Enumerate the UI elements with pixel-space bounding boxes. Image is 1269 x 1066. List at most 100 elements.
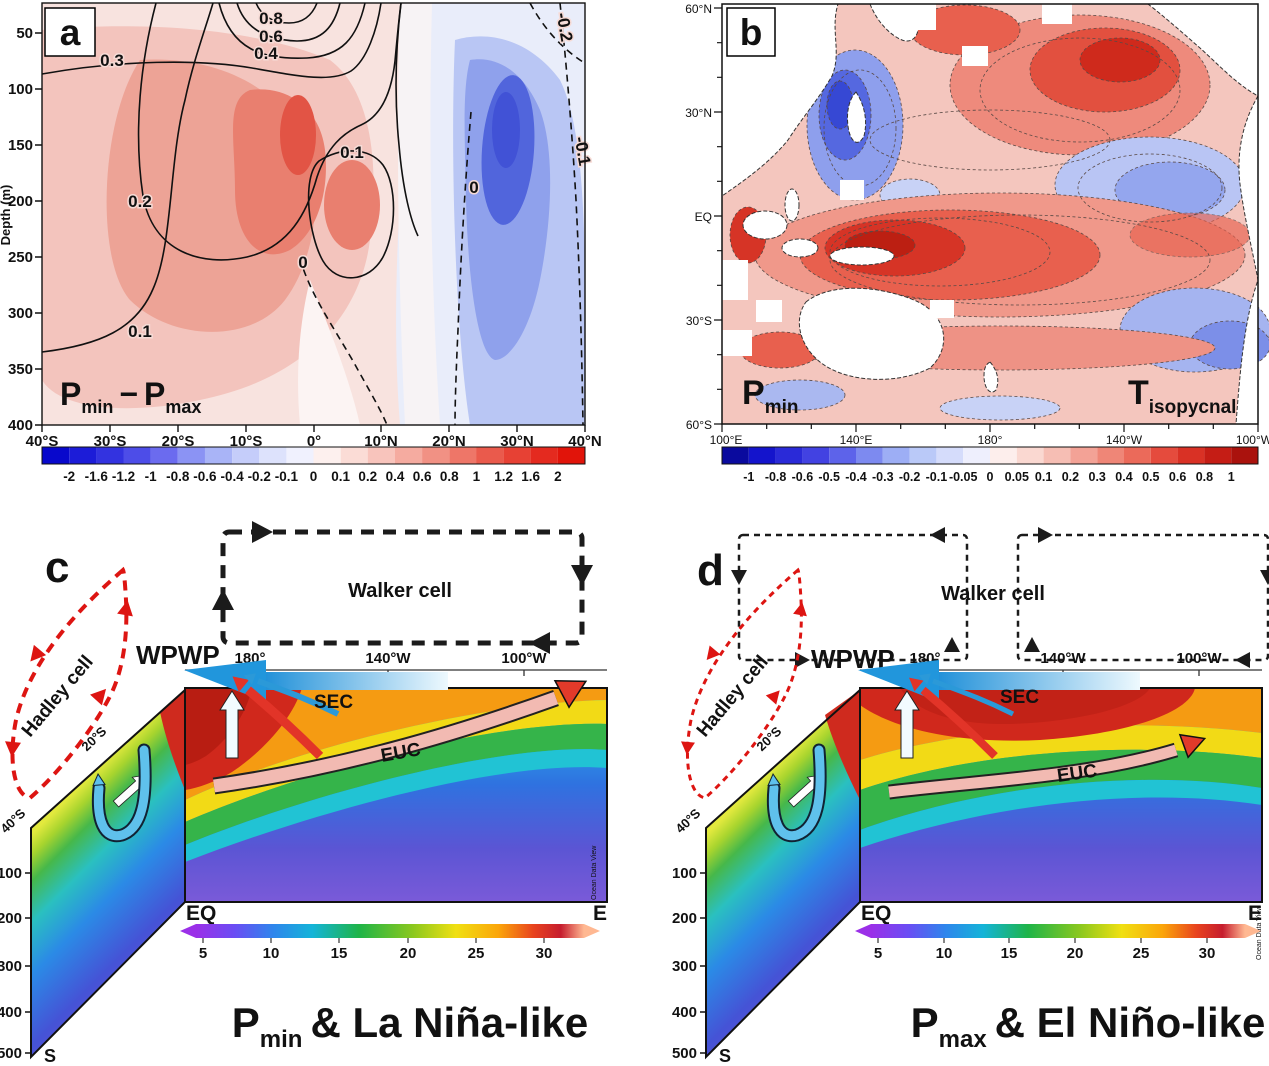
green-layer bbox=[185, 723, 607, 845]
arrowhead-up-icon bbox=[944, 637, 960, 652]
svg-text:100°W: 100°W bbox=[501, 650, 547, 667]
panel-b-x-ticklabels: 100°E 140°E 180° 140°W 100°W bbox=[710, 433, 1269, 447]
surface-current-arrow bbox=[858, 660, 1140, 702]
meridional-section bbox=[30, 687, 186, 1060]
svg-text:30°S: 30°S bbox=[94, 433, 127, 450]
odv-credit: Ocean Data View bbox=[591, 845, 598, 900]
svg-text:100: 100 bbox=[672, 865, 697, 882]
svg-text:0.4: 0.4 bbox=[1115, 470, 1132, 484]
contour-label: 0.6 bbox=[259, 27, 283, 46]
svg-text:0.05: 0.05 bbox=[1005, 470, 1029, 484]
svg-text:150: 150 bbox=[8, 137, 33, 154]
contour-label: 0.4 bbox=[254, 44, 278, 63]
panel-b-colorbar: -1 -0.8 -0.6 -0.5 -0.4 -0.3 -0.2 -0.1 -0… bbox=[721, 446, 1259, 484]
subduction-u-arrow bbox=[766, 743, 827, 843]
arrowhead-left-icon bbox=[1235, 652, 1250, 668]
svg-text:100: 100 bbox=[8, 81, 33, 98]
svg-text:100°W: 100°W bbox=[1176, 650, 1222, 667]
south-label: S bbox=[719, 1046, 731, 1066]
svg-text:b: b bbox=[740, 12, 763, 53]
arrowhead-right-icon bbox=[252, 521, 273, 543]
svg-text:400: 400 bbox=[8, 417, 33, 434]
arrowhead-down-icon bbox=[1260, 570, 1269, 585]
contour-line bbox=[307, 150, 395, 279]
panel-d-label: d bbox=[697, 546, 724, 595]
land-japan bbox=[847, 91, 867, 143]
surface-arrowhead-icon bbox=[184, 660, 266, 702]
svg-text:300: 300 bbox=[0, 958, 22, 975]
upwelling-blue-arrow bbox=[241, 669, 340, 717]
euc-arrowhead-icon bbox=[553, 679, 588, 709]
south-label: S bbox=[44, 1046, 56, 1066]
svg-text:100°E: 100°E bbox=[710, 433, 743, 447]
svg-text:-0.2: -0.2 bbox=[899, 470, 921, 484]
svg-text:-1: -1 bbox=[743, 470, 754, 484]
svg-text:200: 200 bbox=[672, 910, 697, 927]
svg-text:250: 250 bbox=[8, 249, 33, 266]
contour-line bbox=[218, 2, 366, 60]
contour-label: 0.1 bbox=[340, 143, 364, 162]
panel-a-contour-labels: 0.8 0.6 0.4 0.3 0.2 0.1 0.1 0 0 -0.1 -0.… bbox=[99, 8, 596, 343]
land-newzealand bbox=[983, 361, 999, 393]
warm-pool-wedge bbox=[160, 690, 185, 790]
panel-b-tisopycnal-label: Tisopycnal bbox=[1128, 374, 1236, 418]
walker-cell-west-loop bbox=[731, 527, 969, 668]
panel-a-x-ticklabels: 40°S 30°S 20°S 10°S 0° 10°N 20°N 30°N 40… bbox=[26, 433, 602, 450]
svg-text:500: 500 bbox=[672, 1045, 697, 1062]
svg-text:-0.3: -0.3 bbox=[872, 470, 894, 484]
warm-pool-wedge bbox=[825, 690, 860, 800]
panel-a-contours bbox=[41, 2, 584, 426]
arrowhead-upright-icon bbox=[765, 685, 785, 705]
svg-text:40°S: 40°S bbox=[26, 433, 59, 450]
svg-text:-0.2: -0.2 bbox=[248, 469, 271, 484]
equatorial-section bbox=[184, 687, 608, 903]
panel-b-y-ticklabels: 60°N 30°N EQ 30°S 60°S bbox=[685, 2, 712, 432]
svg-text:20°S: 20°S bbox=[162, 433, 195, 450]
svg-text:1.6: 1.6 bbox=[521, 469, 540, 484]
svg-text:300: 300 bbox=[672, 958, 697, 975]
contour-line-dashed bbox=[454, 111, 472, 426]
svg-text:180°: 180° bbox=[978, 433, 1003, 447]
contour-line bbox=[255, 2, 318, 24]
svg-text:10°N: 10°N bbox=[364, 433, 398, 450]
svg-text:40°S: 40°S bbox=[0, 805, 29, 836]
land-australia bbox=[798, 287, 945, 380]
panel-c: c Walker cell Hadley cell WPWP 180° 140°… bbox=[0, 521, 608, 1066]
orange-layer bbox=[185, 688, 607, 800]
svg-text:0.1: 0.1 bbox=[331, 469, 350, 484]
svg-text:-0.05: -0.05 bbox=[949, 470, 978, 484]
panel-a-label-box: a bbox=[44, 7, 96, 57]
contour-label: 0.1 bbox=[128, 322, 152, 341]
svg-text:140°E: 140°E bbox=[840, 433, 873, 447]
svg-text:5: 5 bbox=[199, 945, 207, 962]
meridional-section bbox=[705, 687, 861, 1060]
svg-text:0.1: 0.1 bbox=[1035, 470, 1052, 484]
land-newguinea bbox=[829, 246, 895, 266]
svg-text:100: 100 bbox=[0, 865, 22, 882]
hadley-cell-label: Hadley cell bbox=[693, 652, 773, 742]
svg-text:0°: 0° bbox=[307, 433, 321, 450]
panel-a-corner-label: Pmin − Pmax bbox=[60, 376, 201, 417]
walker-cell-loop: Walker cell bbox=[212, 521, 593, 654]
svg-text:-0.6: -0.6 bbox=[193, 469, 217, 484]
euc-arrow bbox=[212, 679, 588, 795]
walker-cell-east-loop bbox=[1016, 527, 1269, 668]
svg-text:40°S: 40°S bbox=[672, 805, 703, 836]
contour-line bbox=[236, 2, 341, 42]
svg-text:140°W: 140°W bbox=[1040, 650, 1086, 667]
euc-arrow bbox=[888, 733, 1207, 800]
panel-a-axes bbox=[35, 32, 586, 432]
svg-text:-0.8: -0.8 bbox=[765, 470, 787, 484]
contour-label: 0 bbox=[469, 178, 478, 197]
svg-text:100°W: 100°W bbox=[1236, 433, 1269, 447]
svg-text:10: 10 bbox=[936, 945, 953, 962]
svg-text:-0.4: -0.4 bbox=[845, 470, 867, 484]
upwelling-blue-arrow bbox=[916, 669, 1015, 717]
svg-text:-1.2: -1.2 bbox=[112, 469, 135, 484]
arrowhead-up-icon bbox=[212, 589, 234, 610]
svg-text:20°S: 20°S bbox=[78, 723, 109, 754]
svg-text:0.3: 0.3 bbox=[1089, 470, 1106, 484]
svg-text:15: 15 bbox=[1001, 945, 1018, 962]
svg-text:400: 400 bbox=[672, 1004, 697, 1021]
